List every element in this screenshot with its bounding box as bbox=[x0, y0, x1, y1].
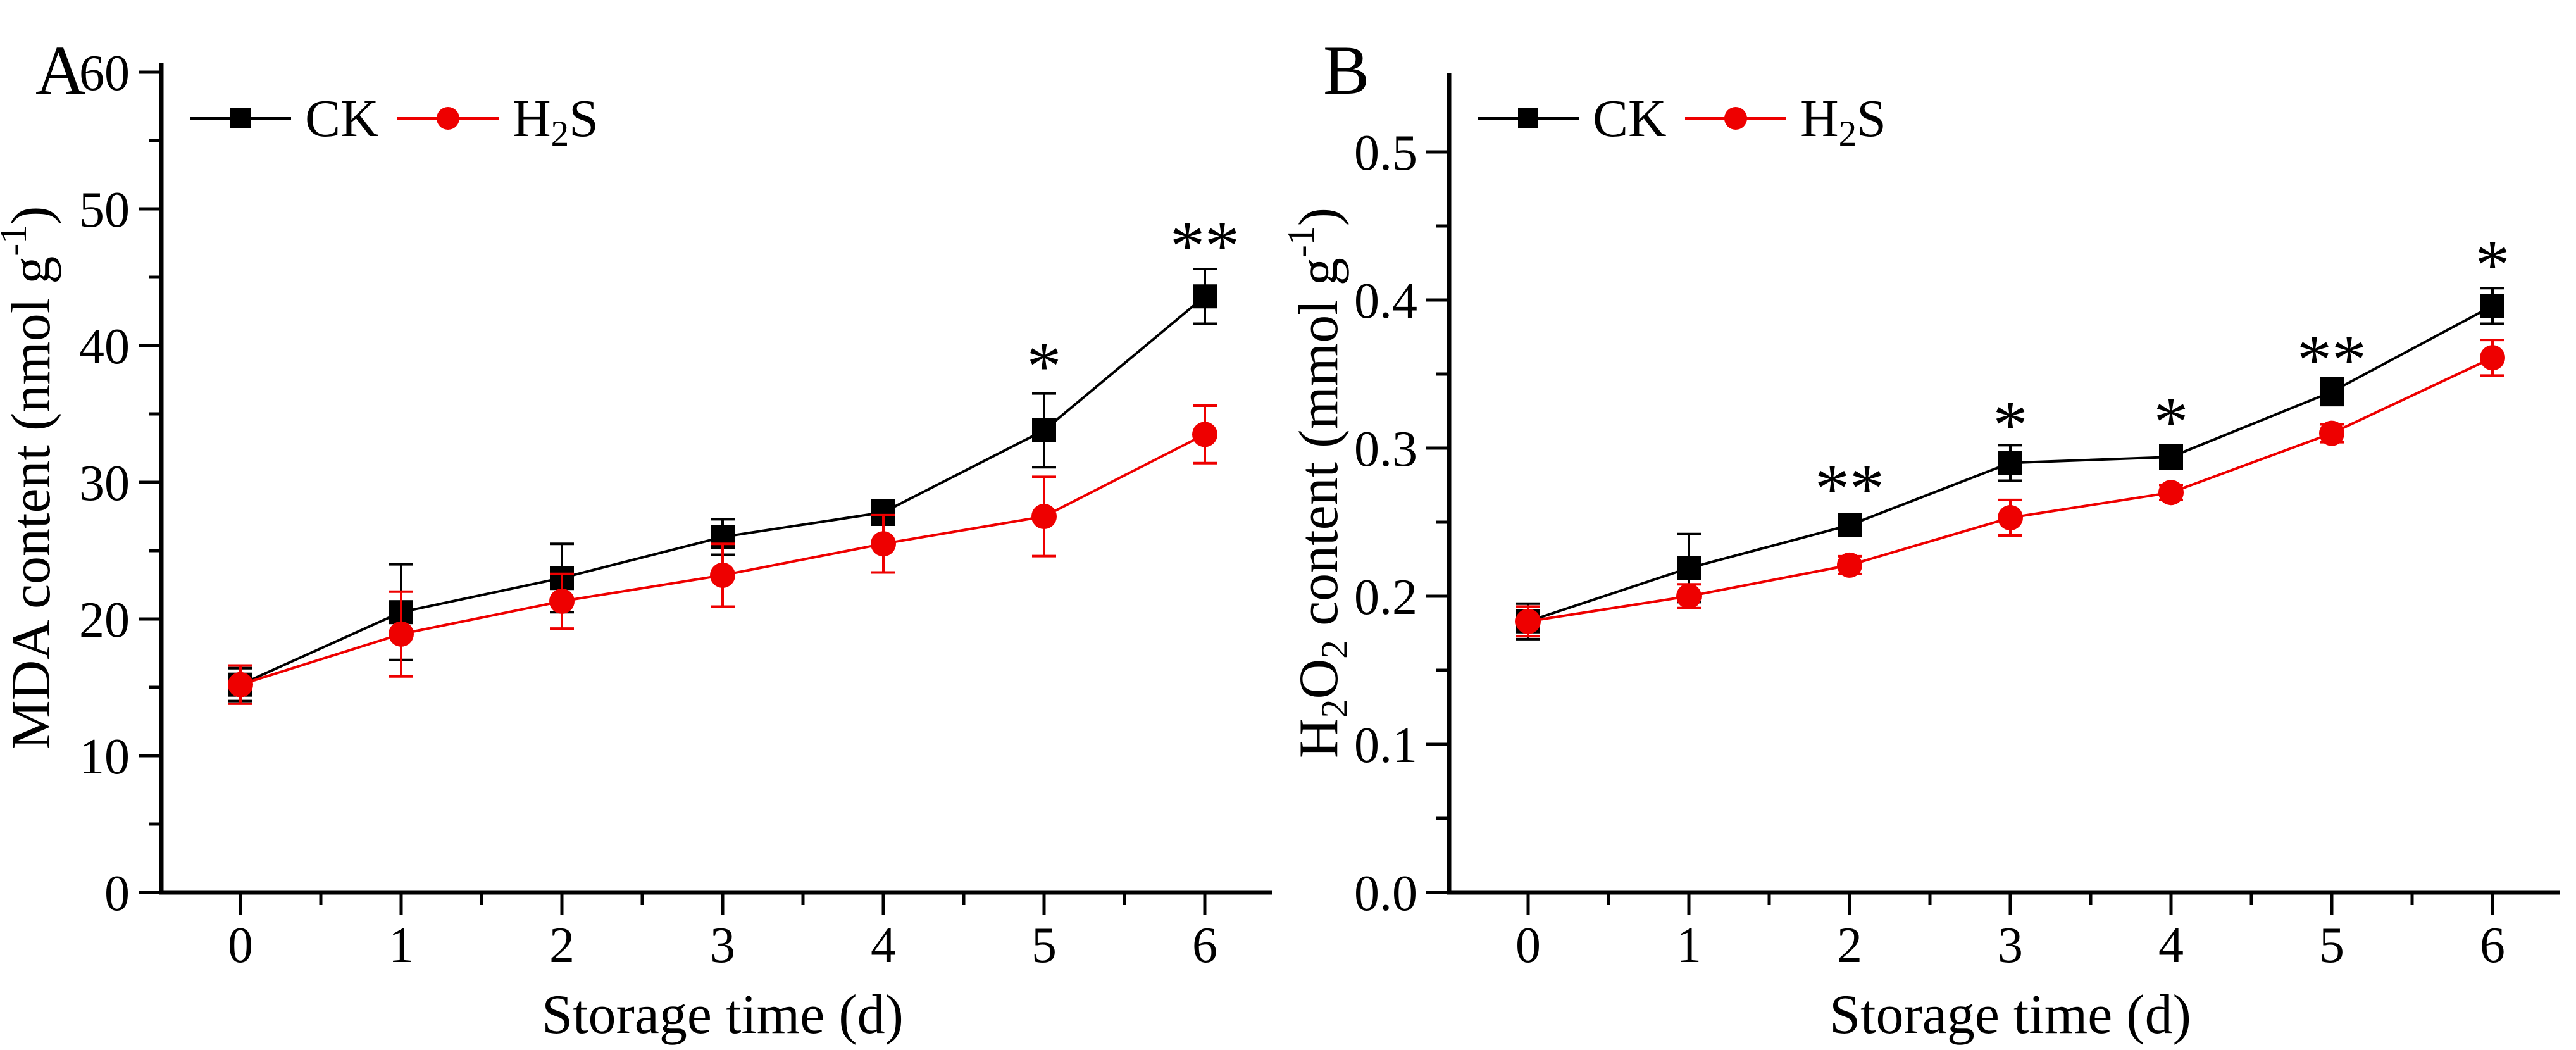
panel-a-significance-annotation: ** bbox=[1170, 208, 1240, 285]
panel-a-ck-square-marker bbox=[1032, 418, 1056, 442]
panel-b-ck-square-marker bbox=[1838, 513, 1862, 537]
panel-a-legend-ck-label: CK bbox=[305, 89, 379, 148]
rich-text-run: -1 bbox=[1288, 226, 1322, 258]
panel-b-y-tick-label: 0.1 bbox=[1354, 718, 1417, 773]
panel-a-x-tick-label: 1 bbox=[389, 918, 414, 973]
panel-a-h2s-circle-marker bbox=[1031, 504, 1057, 529]
panel-b-h2s-circle-marker bbox=[1676, 584, 1702, 609]
panel-a-series-ck bbox=[228, 268, 1217, 703]
panel-b-x-tick-label: 0 bbox=[1515, 918, 1541, 973]
rich-text-run: O bbox=[1288, 659, 1350, 699]
panel-a-panel-letter: A bbox=[35, 32, 85, 109]
panel-b-y-tick-label: 0.5 bbox=[1354, 125, 1417, 181]
panel-b-significance-annotation: ** bbox=[2297, 321, 2367, 398]
panel-a-h2s-circle-marker bbox=[1192, 422, 1217, 447]
panel-a-y-axis-title: MDA content (nmol g-1) bbox=[0, 206, 62, 749]
panel-a-legend: CK H2S bbox=[190, 89, 599, 154]
panel-b-series-h2s bbox=[1515, 339, 2505, 638]
panel-b-significance-annotation: * bbox=[1993, 386, 2028, 463]
panel-b-x-tick-label: 2 bbox=[1837, 918, 1862, 973]
panel-b-legend-ck-square-marker bbox=[1518, 108, 1538, 128]
rich-text-run: 2 bbox=[1314, 640, 1355, 659]
panel-a-y-tick-label: 40 bbox=[79, 319, 130, 375]
panel-a-legend-h2s-circle-marker bbox=[437, 107, 459, 130]
panel-b-y-tick-label: 0.4 bbox=[1354, 273, 1417, 329]
rich-text-run: content (mmol g bbox=[1288, 258, 1350, 640]
panel-a-h2s-circle-marker bbox=[871, 531, 896, 557]
panel-a-x-tick-label: 4 bbox=[871, 918, 896, 973]
panel-b-ck-square-marker bbox=[2320, 380, 2344, 404]
rich-text-run: H bbox=[513, 89, 551, 148]
panel-b-y-tick-label: 0.0 bbox=[1354, 866, 1417, 922]
panel-b-significance-annotation: ** bbox=[1815, 450, 1884, 527]
panel-a-h2s-circle-marker bbox=[228, 672, 253, 697]
panel-a-y-tick-label: 30 bbox=[79, 456, 130, 511]
panel-b-figure: 0.0 0.1 0.2 0.3 0.4 0.5 0 1 2 3 4 5 6 Storage time (d… bbox=[1288, 0, 2575, 1050]
panel-a-x-axis-title: Storage time (d) bbox=[542, 984, 904, 1046]
panel-b-significance-annotation: * bbox=[2154, 384, 2189, 461]
panel-a-x-tick-label: 3 bbox=[710, 918, 735, 973]
panel-a-x-tick-label: 0 bbox=[228, 918, 253, 973]
rich-text-run: MDA content (nmol g bbox=[1, 256, 62, 750]
panel-a-ck-square-marker bbox=[1193, 284, 1217, 309]
panel-b-x-tick-label: 6 bbox=[2480, 918, 2505, 973]
panel-a-h2s-circle-marker bbox=[710, 562, 735, 588]
panel-b-panel-letter: B bbox=[1323, 32, 1369, 109]
panel-b-y-tick-label: 0.2 bbox=[1354, 570, 1417, 625]
panel-a-x-tick-label: 6 bbox=[1192, 918, 1217, 973]
panel-a-series-h2s bbox=[228, 404, 1217, 705]
panel-a-y-tick-label: 0 bbox=[104, 866, 130, 922]
panel-a-y-tick-label: 50 bbox=[79, 182, 130, 238]
panel-b-significance-annotation: * bbox=[2475, 227, 2510, 304]
panel-a-legend-h2s-label: H2S bbox=[513, 89, 599, 154]
panel-a-h2s-circle-marker bbox=[549, 588, 575, 614]
panel-b-x-tick-label: 4 bbox=[2158, 918, 2184, 973]
panel-a-legend-ck-square-marker bbox=[230, 108, 251, 128]
panel-b-ck-square-marker bbox=[1998, 451, 2022, 475]
rich-text-run: -1 bbox=[0, 225, 34, 256]
panel-a-chart: 0 10 20 30 40 50 60 0 1 2 3 4 5 6 Storage time (d) MDA … bbox=[0, 32, 1272, 1046]
panel-b-legend: CK H2S bbox=[1478, 89, 1886, 154]
panel-a-x-tick-label: 5 bbox=[1031, 918, 1057, 973]
panel-b-h2s-circle-marker bbox=[2319, 420, 2344, 446]
panel-b-y-tick-label: 0.3 bbox=[1354, 422, 1417, 477]
rich-text-run: 2 bbox=[1314, 699, 1355, 718]
rich-text-run: CK bbox=[305, 89, 379, 148]
panel-b-x-tick-label: 1 bbox=[1676, 918, 1702, 973]
panel-a-figure: 0 10 20 30 40 50 60 0 1 2 3 4 5 6 Storage time (d) MDA … bbox=[0, 32, 1272, 1046]
panel-b-chart: 0.0 0.1 0.2 0.3 0.4 0.5 0 1 2 3 4 5 6 Storage time (d… bbox=[1288, 32, 2560, 1046]
panel-a-y-tick-label: 10 bbox=[79, 729, 130, 785]
panel-b-h2s-circle-marker bbox=[2480, 345, 2505, 371]
panel-b-x-tick-label: 3 bbox=[1998, 918, 2023, 973]
rich-text-run: 2 bbox=[1839, 114, 1857, 154]
panel-a-h2s-circle-marker bbox=[389, 621, 414, 647]
rich-text-run: S bbox=[1857, 89, 1886, 148]
panel-b-legend-h2s-label: H2S bbox=[1800, 89, 1886, 154]
rich-text-run: H bbox=[1288, 718, 1350, 758]
panel-b-h2s-circle-marker bbox=[1515, 608, 1541, 634]
panel-b-h2s-circle-marker bbox=[2158, 480, 2184, 506]
panel-b-legend-ck-label: CK bbox=[1593, 89, 1667, 148]
rich-text-run: H bbox=[1800, 89, 1839, 148]
rich-text-run: ) bbox=[1, 206, 62, 224]
rich-text-run: S bbox=[569, 89, 599, 148]
panel-b-ck-square-marker bbox=[2159, 445, 2183, 470]
rich-text-run: 2 bbox=[551, 114, 569, 154]
panel-a-x-tick-label: 2 bbox=[549, 918, 575, 973]
panel-b-y-axis-title: H2O2 content (mmol g-1) bbox=[1288, 208, 1355, 758]
panel-b-h2s-circle-marker bbox=[1998, 504, 2023, 530]
rich-text-run: CK bbox=[1593, 89, 1667, 148]
panel-b-ck-square-marker bbox=[1677, 556, 1701, 580]
rich-text-run: ) bbox=[1288, 208, 1350, 226]
panel-b-ck-square-marker bbox=[2480, 294, 2504, 318]
panel-b-x-tick-label: 5 bbox=[2319, 918, 2344, 973]
panel-b-h2s-circle-marker bbox=[1837, 552, 1862, 578]
panel-a-significance-annotation: * bbox=[1027, 328, 1062, 405]
panel-b-legend-h2s-circle-marker bbox=[1724, 107, 1747, 130]
panel-a-y-tick-label: 20 bbox=[79, 592, 130, 648]
panel-b-x-axis-title: Storage time (d) bbox=[1829, 984, 2191, 1046]
panel-a-y-tick-label: 60 bbox=[79, 46, 130, 101]
